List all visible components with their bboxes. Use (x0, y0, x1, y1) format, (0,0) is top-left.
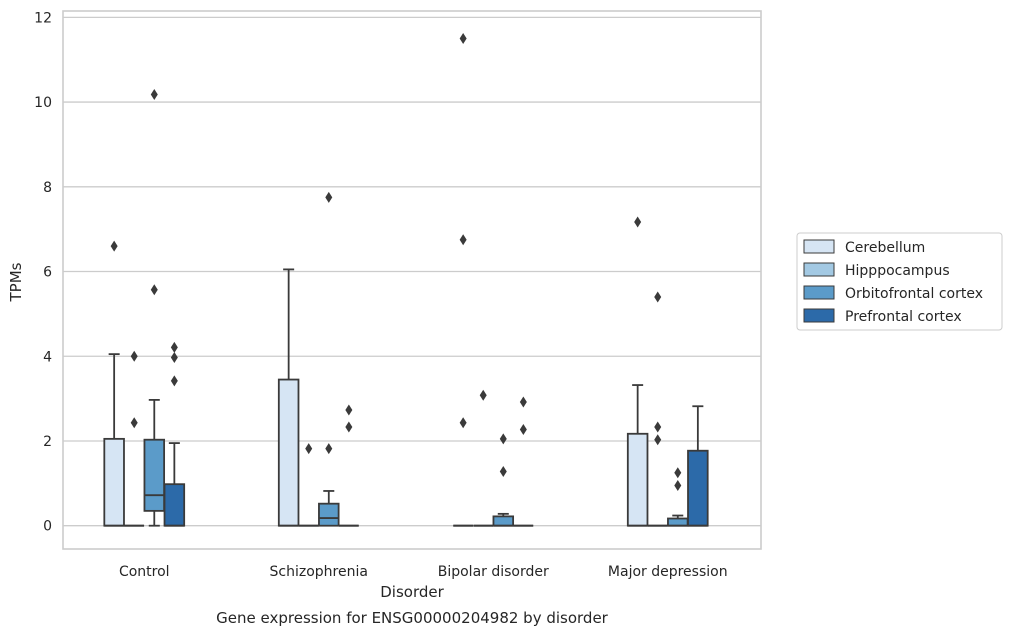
y-tick-label: 4 (43, 349, 52, 365)
grid-lines (63, 16, 761, 527)
box-1-3 (339, 404, 359, 527)
box-outlier-point (499, 465, 507, 477)
box-body (277, 378, 300, 527)
x-tick-label: Schizophrenia (270, 564, 368, 580)
box-outlier-point (110, 240, 118, 252)
box-2-0 (453, 33, 473, 527)
box-outlier-point (305, 443, 313, 455)
y-tick-label: 12 (34, 10, 52, 26)
box-outlier-point (459, 417, 467, 429)
legend: Cerebellum Hipppocampus Orbitofrontal cort… (796, 232, 1003, 331)
box-outlier-point (499, 433, 507, 445)
y-tick-label: 0 (43, 519, 52, 535)
box-outlier-point (150, 88, 158, 100)
box-3-1 (647, 291, 668, 527)
legend-swatch (803, 308, 835, 323)
box-outlier-point (325, 191, 333, 203)
box-0-1 (124, 350, 145, 527)
box-1-1 (298, 443, 319, 527)
box-body (143, 438, 166, 512)
chart-caption: Gene expression for ENSG00000204982 by d… (216, 609, 609, 627)
box-outlier-point (634, 216, 642, 228)
box-2-2 (492, 433, 515, 527)
box-outlier-point (170, 352, 178, 364)
legend-swatch (803, 285, 835, 300)
box-outlier-point (130, 350, 138, 362)
y-tick-label: 6 (43, 265, 52, 281)
box-body (492, 515, 515, 527)
box-outlier-point (654, 421, 662, 433)
box-body (103, 437, 125, 527)
box-3-3 (687, 405, 709, 527)
y-axis-ticks: 0 2 4 6 8 10 12 (34, 10, 52, 534)
x-axis-ticks: Control Schizophrenia Bipolar disorder Majo… (119, 564, 728, 580)
box-3-0 (626, 216, 649, 527)
box-outlier-point (654, 434, 662, 446)
box-outlier-point (674, 479, 682, 491)
box-1-2 (318, 191, 340, 527)
y-tick-label: 2 (43, 434, 52, 450)
box-3-2 (667, 467, 689, 527)
x-axis-label: Disorder (380, 583, 444, 601)
box-outlier-point (170, 341, 178, 353)
box-body (163, 483, 186, 527)
box-outlier-point (130, 417, 138, 429)
legend-label: Prefrontal cortex (845, 309, 962, 325)
box-body (626, 432, 649, 527)
box-0-2 (143, 88, 166, 527)
y-tick-label: 8 (43, 180, 52, 196)
x-tick-label: Bipolar disorder (438, 564, 549, 580)
legend-label: Orbitofrontal cortex (845, 286, 983, 302)
x-tick-label: Control (119, 564, 170, 580)
box-series (103, 33, 709, 527)
legend-label: Cerebellum (845, 240, 925, 256)
x-tick-label: Major depression (608, 564, 728, 580)
box-body (667, 517, 689, 527)
legend-frame (796, 232, 1003, 331)
box-0-0 (103, 240, 125, 527)
box-outlier-point (170, 375, 178, 387)
box-outlier-point (325, 443, 333, 455)
box-outlier-point (519, 424, 527, 436)
box-outlier-point (459, 234, 467, 246)
legend-label: Hipppocampus (845, 263, 950, 279)
box-body (318, 502, 340, 527)
box-2-1 (473, 389, 494, 527)
box-outlier-point (674, 467, 682, 479)
box-2-3 (513, 396, 534, 527)
legend-swatch (803, 239, 835, 254)
box-outlier-point (654, 291, 662, 303)
box-0-3 (163, 341, 186, 527)
box-1-0 (277, 268, 300, 527)
y-tick-label: 10 (34, 95, 52, 111)
y-axis-label: TPMs (7, 262, 25, 302)
box-outlier-point (345, 421, 353, 433)
box-body (687, 449, 709, 527)
box-outlier-point (459, 33, 467, 45)
plot-area-frame (62, 10, 762, 550)
box-outlier-point (479, 389, 487, 401)
legend-swatch (803, 262, 835, 277)
box-outlier-point (150, 284, 158, 296)
box-outlier-point (519, 396, 527, 408)
box-outlier-point (345, 404, 353, 416)
